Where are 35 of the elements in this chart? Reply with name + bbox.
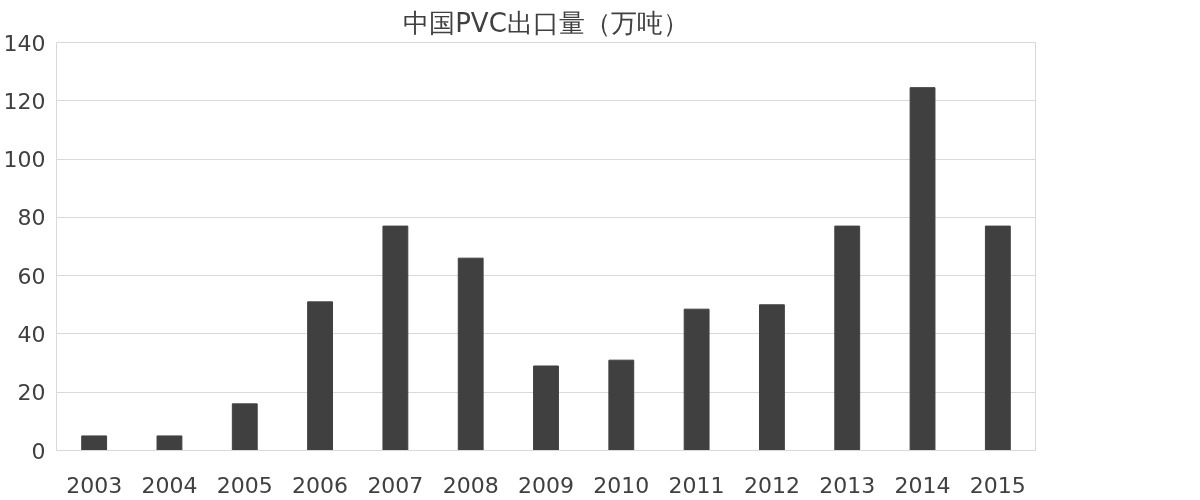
y-tick-label: 80 xyxy=(17,205,46,231)
bar xyxy=(533,365,559,451)
bar xyxy=(683,308,710,451)
y-tick-label: 120 xyxy=(3,88,46,114)
chart-title: 中国PVC出口量（万吨） xyxy=(403,7,689,38)
bar xyxy=(382,225,409,451)
bar xyxy=(81,435,108,451)
x-tick-label: 2015 xyxy=(969,472,1026,498)
x-tick-label: 2011 xyxy=(668,472,725,498)
x-tick-label: 2013 xyxy=(819,472,876,498)
x-tick-label: 2004 xyxy=(141,472,198,498)
bar xyxy=(307,301,333,451)
bar xyxy=(231,403,258,451)
bar xyxy=(156,435,183,451)
y-tick-label: 0 xyxy=(31,438,46,464)
x-tick-label: 2009 xyxy=(518,472,575,498)
y-tick-label: 140 xyxy=(3,30,46,56)
x-tick-label: 2003 xyxy=(66,472,123,498)
x-tick-label: 2010 xyxy=(593,472,650,498)
x-tick-label: 2006 xyxy=(292,472,349,498)
y-tick-label: 60 xyxy=(17,263,46,289)
y-tick-label: 100 xyxy=(3,147,46,173)
x-tick-label: 2008 xyxy=(442,472,499,498)
bar xyxy=(759,304,785,451)
bar xyxy=(457,257,484,451)
bar xyxy=(984,225,1011,451)
bar xyxy=(834,225,861,451)
y-tick-label: 20 xyxy=(17,380,46,406)
bar xyxy=(608,359,635,451)
x-tick-label: 2014 xyxy=(894,472,951,498)
bar xyxy=(909,87,936,451)
x-tick-label: 2005 xyxy=(216,472,273,498)
x-tick-label: 2012 xyxy=(743,472,800,498)
y-tick-label: 40 xyxy=(17,321,46,347)
x-tick-label: 2007 xyxy=(367,472,424,498)
